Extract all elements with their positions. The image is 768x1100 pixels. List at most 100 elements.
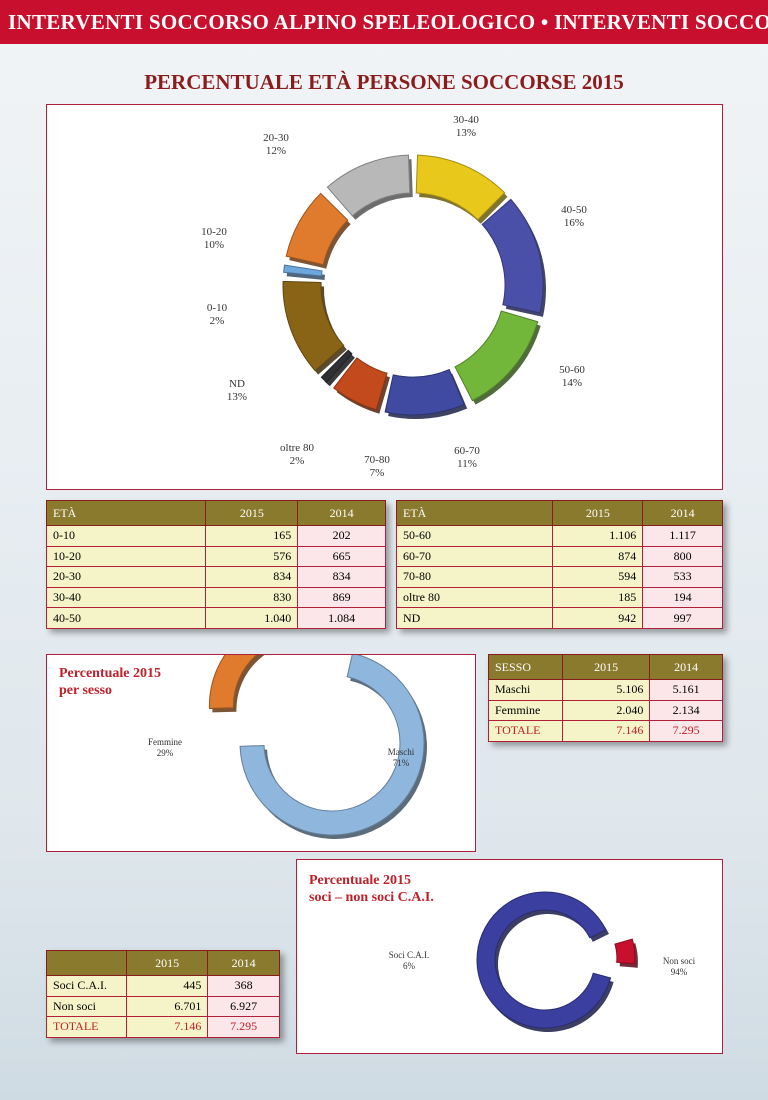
table-cell: 368 bbox=[207, 975, 280, 997]
slice-label-oltre-80: oltre 80 bbox=[280, 442, 314, 454]
slice-pct-20-30: 12% bbox=[266, 145, 286, 157]
table-row: 60-70 874 800 bbox=[395, 545, 723, 568]
slice-pct-femmine: 29% bbox=[157, 748, 174, 758]
cai-chart-title-line-1: Percentuale 2015 bbox=[309, 873, 411, 888]
sex-chart-panel: Percentuale 2015 per sesso Maschi 71% Femmi… bbox=[46, 654, 476, 852]
table-cell: 165 bbox=[205, 525, 299, 547]
slice-label-10-20: 10-20 bbox=[201, 226, 227, 238]
table-row: 70-80 594 533 bbox=[395, 566, 723, 588]
table-header-2015: 2015 bbox=[561, 654, 651, 680]
cai-table: 2015 2014 Soci C.A.I. 445 368 Non soci 6.701 6.… bbox=[46, 950, 280, 1038]
table-cell: Femmine bbox=[488, 699, 563, 722]
table-cell: Soci C.A.I. bbox=[46, 975, 127, 997]
slice-maschi bbox=[239, 655, 425, 836]
age-table-right: ETÀ 2015 2014 50-60 1.106 1.117 60-70 874 800 70-… bbox=[395, 500, 723, 629]
table-cell: 874 bbox=[552, 545, 644, 568]
table-cell: 7.146 bbox=[125, 1016, 209, 1038]
age-chart-panel: 30-40 13% 40-50 16% 50-60 14% 60-70 11% 70-80 7% o… bbox=[46, 104, 723, 490]
table-row: Femmine 2.040 2.134 bbox=[488, 699, 723, 722]
sex-chart-title: Percentuale 2015 per sesso bbox=[59, 665, 161, 699]
table-cell: 6.701 bbox=[125, 995, 209, 1018]
table-cell: 834 bbox=[297, 566, 386, 588]
table-cell: 185 bbox=[552, 586, 644, 609]
table-header-sesso: SESSO bbox=[488, 654, 563, 680]
table-cell: 40-50 bbox=[45, 607, 207, 629]
table-cell: TOTALE bbox=[46, 1016, 127, 1038]
page-title: PERCENTUALE ETÀ PERSONE SOCCORSE 2015 bbox=[144, 70, 624, 94]
table-row: ND 942 997 bbox=[395, 607, 723, 629]
slice-40-50 bbox=[481, 198, 544, 314]
table-cell: 20-30 bbox=[45, 566, 207, 588]
table-cell: 834 bbox=[205, 566, 299, 588]
table-cell: 194 bbox=[642, 586, 723, 609]
slice-label-20-30: 20-30 bbox=[263, 132, 289, 144]
table-cell: Maschi bbox=[488, 679, 563, 701]
table-row: Non soci 6.701 6.927 bbox=[46, 995, 280, 1018]
table-cell: TOTALE bbox=[488, 720, 563, 742]
table-cell: oltre 80 bbox=[395, 586, 554, 609]
table-row: TOTALE 7.146 7.295 bbox=[488, 720, 723, 742]
slice-pct-soci-c-a-i: 6% bbox=[403, 961, 416, 971]
table-cell: 202 bbox=[297, 525, 386, 547]
slice-pct-60-70: 11% bbox=[457, 458, 477, 470]
slice-pct-0-10: 2% bbox=[210, 315, 225, 327]
table-cell: 10-20 bbox=[45, 545, 207, 568]
slice-pct-40-50: 16% bbox=[564, 217, 584, 229]
table-cell: 7.295 bbox=[207, 1016, 280, 1038]
slice-label-non-soci: Non soci bbox=[663, 956, 696, 966]
slice-50-60 bbox=[454, 310, 539, 402]
cai-chart-title: Percentuale 2015 soci – non soci C.A.I. bbox=[309, 872, 434, 906]
table-header-et: ETÀ bbox=[395, 500, 554, 526]
table-cell: 5.106 bbox=[561, 679, 651, 701]
table-cell: 665 bbox=[297, 545, 386, 568]
slice-non-soci bbox=[476, 891, 612, 1029]
slice-label-soci-c-a-i: Soci C.A.I. bbox=[389, 950, 430, 960]
slice-soci-c-a-i bbox=[614, 938, 636, 965]
slice-label-maschi: Maschi bbox=[388, 747, 415, 757]
table-cell: 830 bbox=[205, 586, 299, 609]
cai-chart-title-line-2: soci – non soci C.A.I. bbox=[309, 890, 434, 905]
table-cell: 30-40 bbox=[45, 586, 207, 609]
slice-pct-maschi: 71% bbox=[393, 758, 410, 768]
table-row: Maschi 5.106 5.161 bbox=[488, 679, 723, 701]
table-header-2014: 2014 bbox=[649, 654, 723, 680]
slice-pct-10-20: 10% bbox=[204, 239, 224, 251]
slice-label-nd: ND bbox=[229, 378, 245, 390]
slice-pct-nd: 13% bbox=[227, 391, 247, 403]
table-row: 10-20 576 665 bbox=[45, 545, 386, 568]
table-row: Soci C.A.I. 445 368 bbox=[46, 975, 280, 997]
table-row: 20-30 834 834 bbox=[45, 566, 386, 588]
table-cell: 70-80 bbox=[395, 566, 554, 588]
table-header-2014: 2014 bbox=[207, 950, 280, 976]
cai-chart-panel: Percentuale 2015 soci – non soci C.A.I. N… bbox=[296, 859, 723, 1054]
slice-label-50-60: 50-60 bbox=[559, 364, 585, 376]
table-cell: 2.040 bbox=[561, 699, 651, 722]
table-cell: 800 bbox=[642, 545, 723, 568]
table-cell: 869 bbox=[297, 586, 386, 609]
slice-10-20 bbox=[285, 192, 349, 266]
table-header-2014: 2014 bbox=[642, 500, 723, 526]
sex-chart-title-line-1: Percentuale 2015 bbox=[59, 666, 161, 681]
slice-60-70 bbox=[384, 368, 465, 416]
slice-pct-oltre-80: 2% bbox=[290, 455, 305, 467]
table-row: oltre 80 185 194 bbox=[395, 586, 723, 609]
table-cell: 445 bbox=[125, 975, 209, 997]
table-cell: 942 bbox=[552, 607, 644, 629]
table-header-et: ETÀ bbox=[45, 500, 207, 526]
slice-pct-50-60: 14% bbox=[562, 377, 582, 389]
slice-pct-30-40: 13% bbox=[456, 127, 476, 139]
table-row: 30-40 830 869 bbox=[45, 586, 386, 609]
table-header-2015: 2015 bbox=[205, 500, 299, 526]
sex-table: SESSO 2015 2014 Maschi 5.106 5.161 Femmine 2.04… bbox=[488, 654, 723, 742]
slice-pct-70-80: 7% bbox=[370, 467, 385, 479]
table-row: 0-10 165 202 bbox=[45, 525, 386, 547]
sex-chart-title-line-2: per sesso bbox=[59, 683, 113, 698]
slice-femmine bbox=[208, 655, 258, 709]
slice-20-30 bbox=[326, 154, 411, 217]
slice-30-40 bbox=[415, 154, 506, 221]
age-donut-chart: 30-4013%40-5016%50-6014%60-7011%70-807%o… bbox=[201, 114, 587, 479]
table-cell: 7.146 bbox=[561, 720, 651, 742]
table-cell: 0-10 bbox=[45, 525, 207, 547]
